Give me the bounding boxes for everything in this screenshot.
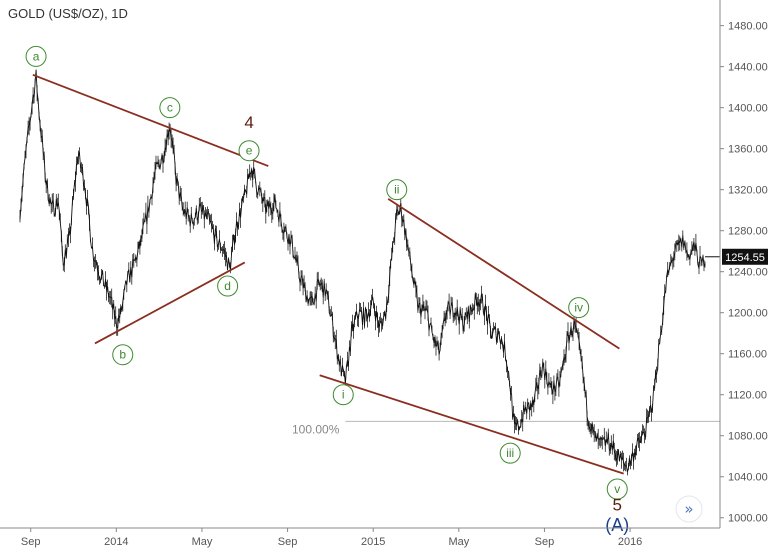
wave-label-circle — [25, 45, 47, 67]
y-tick-label: 1320.00 — [728, 185, 768, 197]
x-tick-label: Sep — [278, 536, 298, 548]
trendline[interactable] — [94, 261, 246, 345]
wave-label: iv — [568, 297, 590, 319]
y-tick-label: 1040.00 — [728, 472, 768, 484]
wave-label: c — [159, 97, 181, 119]
y-tick-label: 1080.00 — [728, 431, 768, 443]
y-tick-label: 1200.00 — [728, 308, 768, 320]
wave-label-circle — [386, 179, 408, 201]
wave-label-circle — [159, 97, 181, 119]
major-wave-label: (A) — [605, 515, 629, 535]
double-chevron-right-icon: » — [684, 500, 693, 518]
major-wave-label: 4 — [244, 113, 253, 132]
price-series: 1254.55 — [19, 69, 768, 476]
major-wave-label: 5 — [613, 496, 622, 515]
wave-label-text: iii — [506, 446, 514, 460]
x-tick-label: 2016 — [618, 536, 642, 548]
y-tick-label: 1000.00 — [728, 513, 768, 525]
wave-label-text: e — [246, 144, 253, 158]
y-tick-label: 1440.00 — [728, 62, 768, 74]
wave-label: e — [238, 140, 260, 162]
wave-label-circle — [112, 344, 134, 366]
last-price-label: 1254.55 — [725, 252, 765, 264]
wave-label-text: c — [167, 101, 173, 115]
trendline[interactable] — [387, 198, 620, 350]
wave-label-circle — [238, 140, 260, 162]
y-tick-label: 1480.00 — [728, 21, 768, 33]
wave-label-circle — [606, 478, 628, 500]
wave-label: v — [606, 478, 628, 500]
x-tick-label: Sep — [535, 536, 555, 548]
last-price-tag — [722, 248, 768, 265]
wave-label-text: ii — [394, 183, 399, 197]
wave-label-text: d — [224, 279, 231, 293]
wave-label: iii — [499, 442, 521, 464]
x-tick-label: 2015 — [361, 536, 385, 548]
wave-label-circle — [217, 275, 239, 297]
wave-label-circle — [568, 297, 590, 319]
y-tick-label: 1280.00 — [728, 226, 768, 238]
y-tick-label: 1120.00 — [728, 390, 767, 402]
wave-label: ii — [386, 179, 408, 201]
wave-label-text: b — [119, 348, 126, 362]
reference-lines: 100.00% — [292, 420, 720, 436]
forward-button[interactable]: » — [675, 495, 703, 523]
trendline[interactable] — [319, 374, 624, 475]
wave-label: b — [112, 344, 134, 366]
y-tick-label: 1360.00 — [728, 144, 768, 156]
y-tick-label: 1240.00 — [728, 267, 768, 279]
x-tick-label: 2014 — [104, 536, 128, 548]
wave-label-circle — [499, 442, 521, 464]
trendline[interactable] — [32, 74, 269, 167]
wave-label-text: i — [342, 388, 345, 402]
fib-level-label: 100.00% — [292, 422, 340, 436]
x-tick-label: May — [192, 536, 213, 548]
axis-corner — [721, 529, 768, 553]
wave-label-text: iv — [574, 301, 583, 315]
wave-label-text: v — [614, 482, 620, 496]
wave-label: i — [332, 384, 354, 406]
trendlines — [32, 74, 624, 475]
wave-label-circle — [332, 384, 354, 406]
x-tick-label: Sep — [21, 536, 41, 548]
y-tick-label: 1160.00 — [728, 349, 767, 361]
y-tick-label: 1400.00 — [728, 103, 768, 115]
price-line — [19, 69, 706, 473]
x-tick-label: May — [448, 536, 469, 548]
wave-label: d — [217, 275, 239, 297]
wave-label: a — [25, 45, 47, 67]
chart-title: GOLD (US$/OZ), 1D — [8, 6, 128, 21]
wave-label-text: a — [33, 49, 40, 63]
